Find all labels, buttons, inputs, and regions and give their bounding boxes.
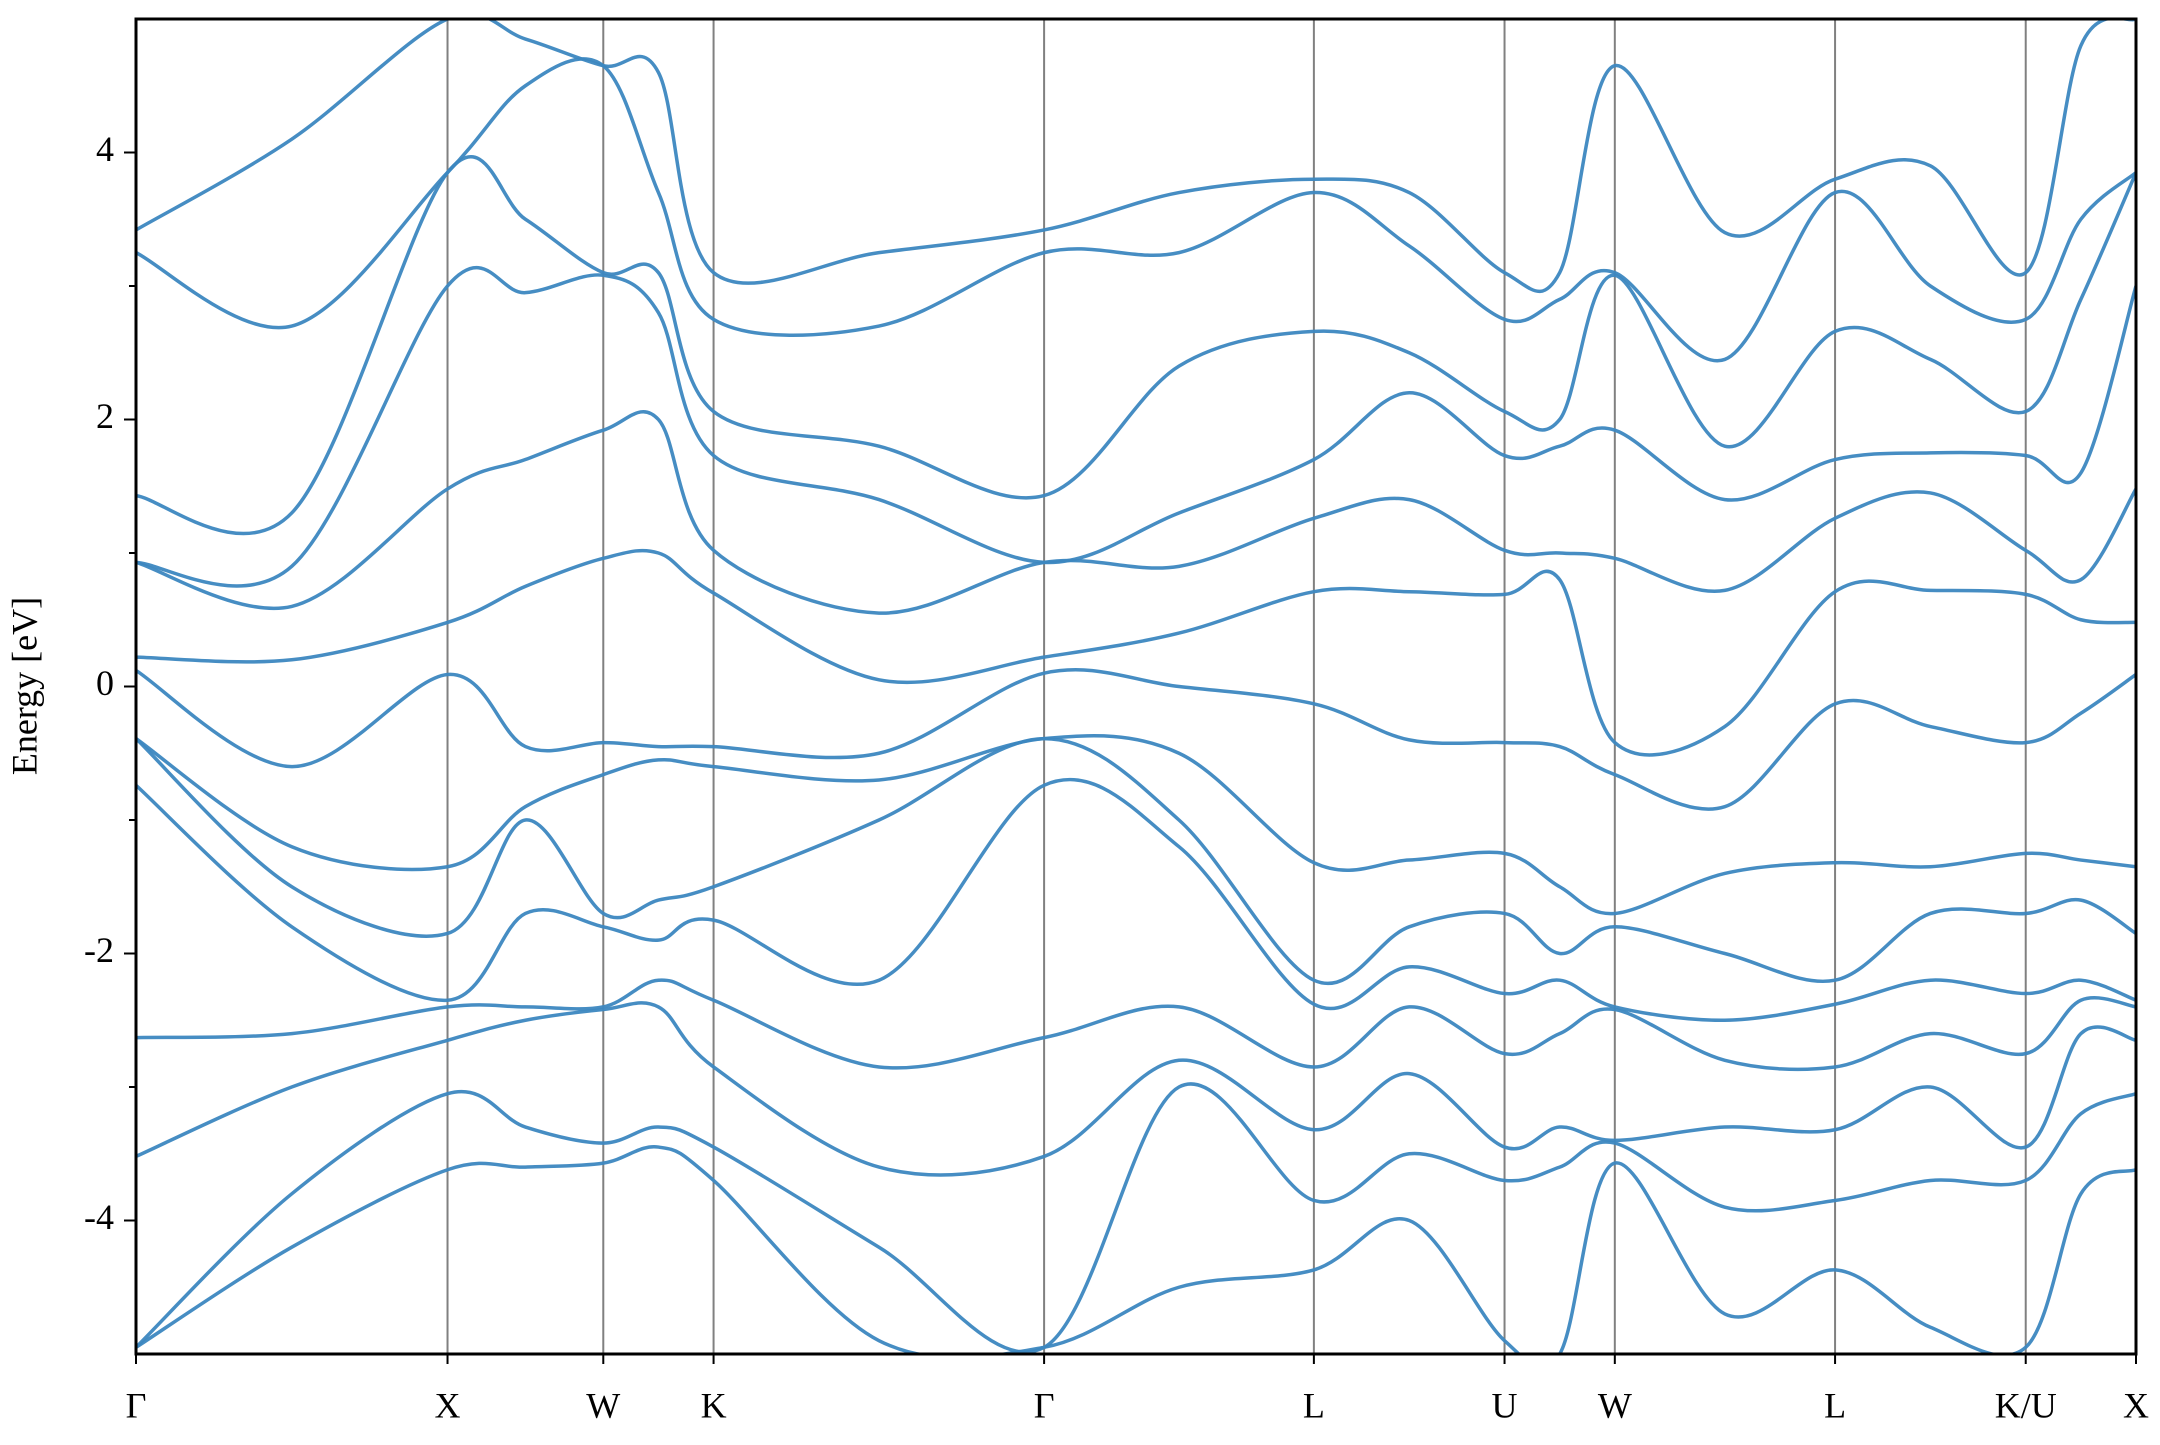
- band: [136, 778, 2136, 1023]
- x-tick-label: Γ: [126, 1385, 147, 1425]
- band: [136, 1001, 2136, 1177]
- band: [136, 736, 2136, 985]
- band: [136, 19, 2136, 294]
- x-tick-label: W: [586, 1385, 620, 1425]
- band: [136, 155, 2136, 536]
- x-tick-label: L: [1303, 1385, 1325, 1425]
- band: [136, 266, 2136, 588]
- x-tick-label: X: [435, 1385, 461, 1425]
- band: [136, 978, 2136, 1072]
- band: [136, 668, 2136, 811]
- band: [136, 734, 2136, 916]
- x-tick-label: W: [1598, 1385, 1632, 1425]
- y-tick-label: -2: [84, 930, 114, 970]
- band: [136, 410, 2136, 615]
- x-tick-label: L: [1824, 1385, 1846, 1425]
- y-tick-label: 4: [96, 129, 114, 169]
- band: [136, 1145, 2136, 1354]
- y-axis-label: Energy [eV]: [4, 597, 44, 775]
- y-tick-label: 0: [96, 663, 114, 703]
- x-tick-label: U: [1492, 1385, 1518, 1425]
- band: [136, 548, 2136, 757]
- bands: [136, 19, 2136, 1354]
- band: [136, 57, 2136, 363]
- x-tick-label: K/U: [1995, 1385, 2057, 1425]
- x-tick-label: Γ: [1034, 1385, 1055, 1425]
- y-tick-label: 2: [96, 396, 114, 436]
- y-tick-label: -4: [84, 1197, 114, 1237]
- x-tick-label: K: [701, 1385, 727, 1425]
- x-tick-label: X: [2123, 1385, 2149, 1425]
- band: [136, 1082, 2136, 1354]
